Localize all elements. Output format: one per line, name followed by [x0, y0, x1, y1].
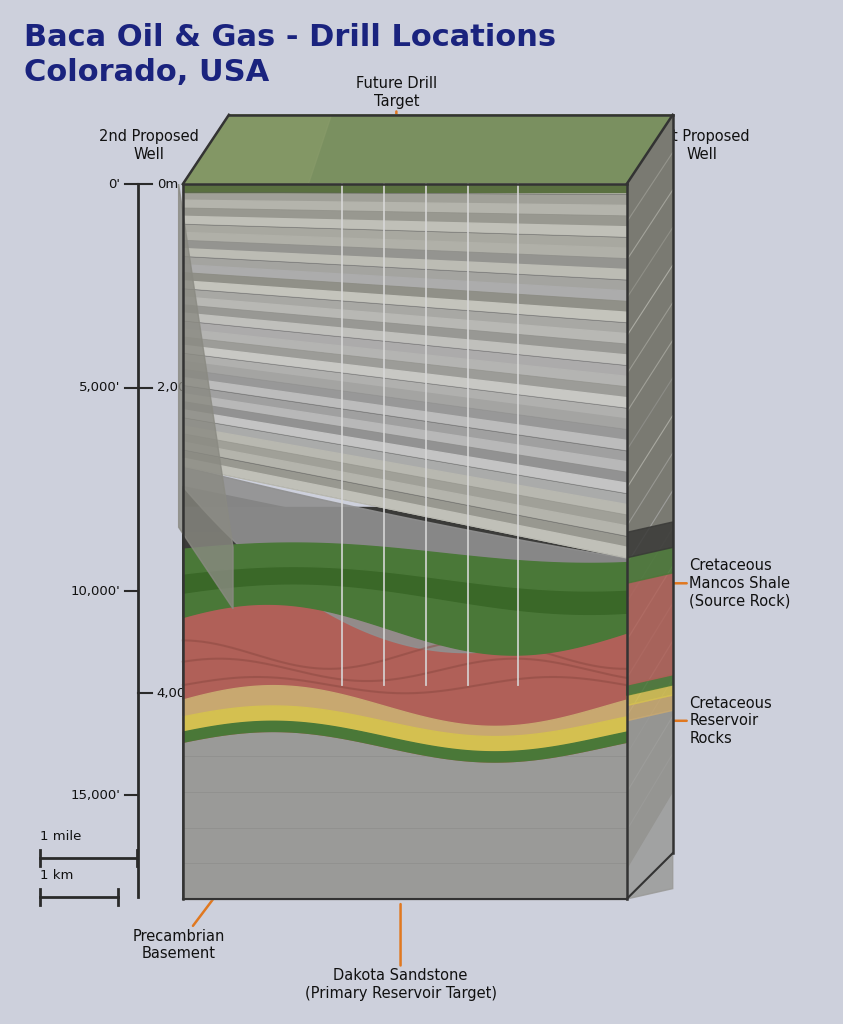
- Polygon shape: [183, 418, 626, 505]
- Polygon shape: [183, 184, 626, 193]
- Text: Colorado, USA: Colorado, USA: [24, 57, 269, 87]
- Polygon shape: [183, 249, 626, 281]
- Text: Dakota Sandstone
(Primary Reservoir Target): Dakota Sandstone (Primary Reservoir Targ…: [304, 904, 497, 1000]
- Polygon shape: [183, 353, 626, 419]
- Text: 2nd Proposed
Well: 2nd Proposed Well: [99, 129, 258, 184]
- Text: 5,000': 5,000': [78, 381, 120, 394]
- Polygon shape: [183, 200, 626, 216]
- Polygon shape: [183, 264, 626, 301]
- Polygon shape: [626, 675, 673, 695]
- Text: 1 mile: 1 mile: [40, 830, 82, 843]
- Text: Cretaceous
Reservoir
Rocks: Cretaceous Reservoir Rocks: [626, 696, 772, 745]
- Polygon shape: [183, 224, 626, 248]
- Polygon shape: [183, 721, 626, 899]
- Polygon shape: [626, 572, 673, 685]
- Polygon shape: [183, 486, 626, 899]
- Polygon shape: [183, 281, 626, 323]
- Polygon shape: [183, 507, 626, 532]
- Polygon shape: [626, 548, 673, 584]
- Text: 15,000': 15,000': [70, 788, 120, 802]
- Text: 4,000m: 4,000m: [157, 687, 207, 699]
- Polygon shape: [626, 115, 673, 868]
- Polygon shape: [183, 393, 626, 472]
- Polygon shape: [183, 313, 626, 366]
- Polygon shape: [183, 184, 626, 558]
- Polygon shape: [183, 345, 626, 409]
- Polygon shape: [179, 184, 233, 608]
- Polygon shape: [183, 193, 626, 206]
- Text: 1 km: 1 km: [40, 868, 74, 882]
- Text: 2,000m: 2,000m: [157, 381, 207, 394]
- Text: Precambrian
Basement: Precambrian Basement: [132, 884, 225, 962]
- Polygon shape: [183, 297, 626, 344]
- Polygon shape: [183, 216, 626, 238]
- Text: 1st Proposed
Well: 1st Proposed Well: [585, 129, 749, 184]
- Polygon shape: [183, 337, 626, 397]
- Text: Cretaceous
Mancos Shale
(Source Rock): Cretaceous Mancos Shale (Source Rock): [626, 558, 791, 608]
- Polygon shape: [183, 208, 626, 226]
- Polygon shape: [183, 361, 626, 430]
- Polygon shape: [183, 458, 626, 558]
- Text: 10,000': 10,000': [70, 585, 120, 598]
- Polygon shape: [183, 426, 626, 515]
- Polygon shape: [183, 115, 331, 184]
- Polygon shape: [183, 401, 626, 483]
- Polygon shape: [183, 386, 626, 462]
- Text: 0': 0': [108, 177, 120, 190]
- Polygon shape: [183, 410, 626, 494]
- Polygon shape: [183, 329, 626, 387]
- Polygon shape: [183, 257, 626, 291]
- Polygon shape: [183, 434, 626, 525]
- Polygon shape: [183, 184, 626, 195]
- Polygon shape: [183, 232, 626, 259]
- Polygon shape: [183, 241, 626, 269]
- Polygon shape: [183, 305, 626, 355]
- Polygon shape: [183, 322, 626, 376]
- Polygon shape: [183, 442, 626, 537]
- Polygon shape: [183, 451, 626, 547]
- Polygon shape: [626, 685, 673, 706]
- Polygon shape: [183, 378, 626, 451]
- Polygon shape: [183, 289, 626, 334]
- Polygon shape: [626, 695, 673, 721]
- Polygon shape: [183, 115, 673, 184]
- Text: Future Drill
Target: Future Drill Target: [356, 77, 437, 184]
- Text: Baca Oil & Gas - Drill Locations: Baca Oil & Gas - Drill Locations: [24, 24, 556, 52]
- Text: 0m: 0m: [157, 177, 178, 190]
- Polygon shape: [626, 522, 673, 558]
- Polygon shape: [626, 711, 673, 899]
- Polygon shape: [183, 370, 626, 440]
- Polygon shape: [183, 272, 626, 312]
